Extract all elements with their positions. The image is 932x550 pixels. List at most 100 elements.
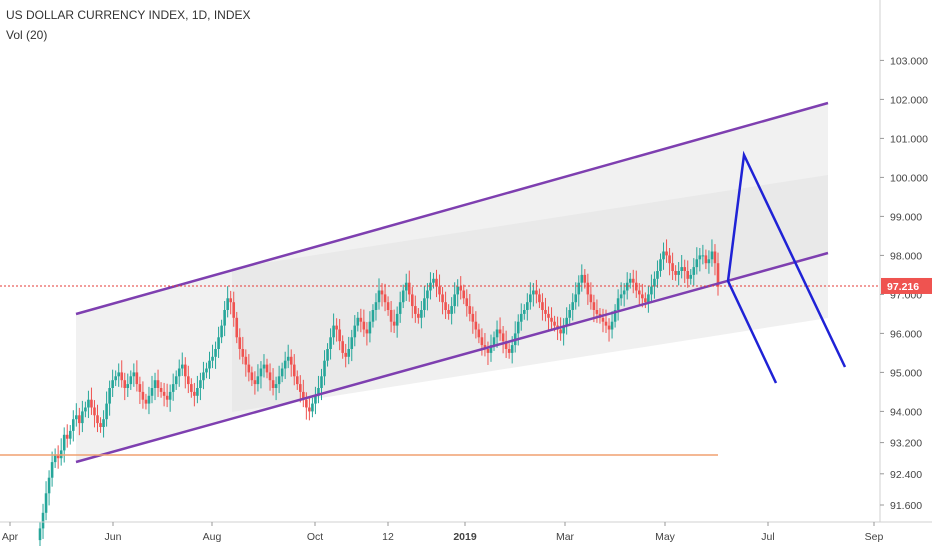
candle-body (223, 310, 226, 326)
candle-body (120, 372, 124, 381)
candle-body (308, 407, 311, 412)
y-axis-tick-label: 103.000 (890, 55, 928, 67)
candle-body (62, 434, 66, 451)
candle-body (144, 399, 148, 404)
volume-legend: Vol (20) (6, 28, 48, 42)
candle-body (286, 356, 290, 361)
candle-body (647, 294, 650, 303)
candle-body (38, 528, 42, 541)
candle-body (577, 282, 581, 295)
candle-body (447, 310, 450, 314)
candle-body (84, 407, 87, 412)
candle-body (495, 329, 499, 338)
candle-body (202, 372, 205, 381)
y-axis-tick-label: 91.600 (890, 500, 922, 512)
candle-body (96, 415, 99, 424)
candle-body (289, 356, 293, 365)
candle-body (686, 271, 690, 279)
candle-body (196, 388, 199, 396)
candle-body (671, 263, 674, 271)
candle-body (183, 364, 187, 377)
y-axis-tick-label: 100.000 (890, 172, 928, 184)
candle-body (338, 329, 341, 342)
candle-body (174, 376, 178, 385)
candle-body (123, 380, 127, 388)
channel-lower-line (75, 251, 829, 464)
candle-body (510, 345, 514, 353)
candle-body (438, 286, 441, 295)
candle-body (323, 360, 326, 377)
candle-body (283, 360, 287, 369)
candle-body (489, 345, 493, 353)
candle-body (247, 364, 251, 373)
candle-body (504, 341, 508, 349)
candle-body (190, 384, 193, 392)
candle-body (468, 306, 472, 314)
candle-body (426, 290, 429, 299)
candle-body (68, 430, 72, 439)
candle-body (462, 290, 466, 299)
candle-body (165, 395, 169, 400)
candle-body (56, 454, 60, 459)
candle-body (81, 411, 84, 424)
candle-body (78, 415, 81, 424)
candle-body (129, 376, 133, 385)
candle-body (616, 298, 620, 310)
candle-body (417, 313, 420, 318)
candle-body (410, 294, 414, 307)
candle-body (607, 325, 611, 330)
candle-body (619, 294, 623, 299)
candle-body (241, 349, 245, 357)
candle-body (401, 290, 405, 303)
candle-body (162, 391, 166, 396)
candle-body (592, 302, 596, 310)
candle-body (656, 271, 659, 279)
candle-body (432, 278, 435, 283)
x-axis-tick-label: Apr (2, 531, 19, 543)
candle-body (474, 321, 478, 330)
candle-body (444, 302, 447, 310)
candle-body (335, 325, 338, 330)
candle-body (329, 337, 332, 349)
candle-body (429, 282, 432, 291)
candle-body (638, 290, 641, 295)
candle-body (365, 329, 369, 334)
candle-body (547, 313, 550, 318)
candle-body (177, 368, 181, 377)
candle-body (710, 251, 714, 260)
candle-body (117, 372, 120, 377)
candle-body (168, 391, 172, 400)
candle-body (295, 376, 299, 385)
candle-body (277, 376, 281, 385)
candle-body (326, 349, 329, 361)
drawing-tools-layer (0, 101, 880, 464)
candle-body (105, 403, 108, 420)
candle-body (492, 337, 496, 346)
candle-body (350, 337, 354, 349)
candle-body (707, 259, 711, 264)
candle-body (501, 333, 505, 342)
y-axis-tick-label: 98.000 (890, 250, 922, 262)
projection-path (726, 150, 847, 384)
candle-body (604, 321, 608, 326)
candle-body (47, 477, 51, 494)
candle-body (689, 274, 693, 279)
candle-body (159, 388, 163, 392)
x-axis-tick-label: May (655, 531, 676, 543)
candle-body (601, 317, 605, 322)
candle-body (217, 337, 220, 349)
candle-body (522, 310, 526, 314)
candle-body (156, 380, 160, 388)
candle-body (268, 372, 272, 381)
candle-body (480, 337, 484, 346)
candle-body (420, 310, 423, 318)
candle-body (644, 298, 647, 303)
candle-body (305, 399, 308, 408)
candle-body (653, 278, 656, 287)
candle-body (625, 282, 629, 291)
channel-upper-line (75, 101, 829, 316)
candle-body (662, 251, 665, 260)
candle-body (562, 325, 565, 334)
